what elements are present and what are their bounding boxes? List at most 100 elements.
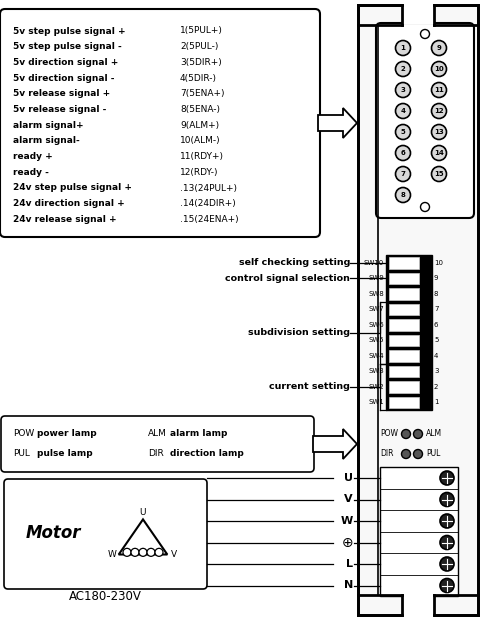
Text: ⊕: ⊕ [342, 535, 353, 550]
Text: U: U [140, 508, 146, 517]
Text: 10: 10 [434, 66, 444, 72]
Text: pulse lamp: pulse lamp [37, 449, 93, 457]
Text: DIR: DIR [380, 449, 394, 459]
Circle shape [396, 125, 410, 140]
Circle shape [420, 203, 430, 212]
Circle shape [147, 548, 155, 557]
Text: 6: 6 [400, 150, 405, 156]
Circle shape [396, 145, 410, 160]
Text: 2: 2 [434, 384, 439, 390]
Bar [389, 257, 419, 268]
Text: SW9: SW9 [368, 275, 384, 281]
Text: 9(ALM+): 9(ALM+) [180, 120, 219, 130]
Text: AC180-230V: AC180-230V [69, 590, 142, 603]
Text: POW: POW [13, 429, 34, 437]
Text: 11(RDY+): 11(RDY+) [180, 152, 224, 161]
Circle shape [131, 548, 139, 557]
Circle shape [440, 557, 454, 571]
Bar [386, 255, 432, 410]
Circle shape [401, 429, 410, 439]
Text: 4: 4 [434, 353, 439, 359]
Text: 5v direction signal -: 5v direction signal - [13, 74, 114, 82]
Text: subdivision setting: subdivision setting [248, 328, 350, 337]
Circle shape [440, 535, 454, 550]
Text: 24v step pulse signal +: 24v step pulse signal + [13, 183, 132, 192]
Polygon shape [119, 519, 167, 555]
Bar [402, 595, 434, 618]
Text: 24v release signal +: 24v release signal + [13, 215, 117, 224]
Text: alarm signal-: alarm signal- [13, 137, 80, 145]
Text: 5v direction signal +: 5v direction signal + [13, 58, 118, 67]
Text: SW8: SW8 [368, 291, 384, 297]
Text: 10: 10 [434, 260, 443, 266]
Text: SW5: SW5 [368, 337, 384, 343]
Circle shape [432, 167, 446, 182]
Text: .14(24DIR+): .14(24DIR+) [180, 199, 236, 208]
Circle shape [401, 449, 410, 459]
Text: 5: 5 [400, 129, 405, 135]
Text: POW: POW [380, 429, 398, 439]
Bar [389, 350, 419, 361]
Text: V: V [345, 494, 353, 504]
Text: 6: 6 [434, 322, 439, 328]
FancyBboxPatch shape [4, 479, 207, 589]
Text: 5: 5 [434, 337, 439, 343]
Circle shape [396, 187, 410, 203]
Text: 4(5DIR-): 4(5DIR-) [180, 74, 217, 82]
Text: 14: 14 [434, 150, 444, 156]
Text: alarm signal+: alarm signal+ [13, 120, 84, 130]
Text: 12(RDY-): 12(RDY-) [180, 168, 218, 177]
Circle shape [432, 41, 446, 56]
Bar [380, 467, 458, 597]
Text: SW10: SW10 [364, 260, 384, 266]
Text: current setting: current setting [269, 383, 350, 391]
Text: 1: 1 [434, 399, 439, 405]
Text: .15(24ENA+): .15(24ENA+) [180, 215, 239, 224]
Text: 5v step pulse signal +: 5v step pulse signal + [13, 26, 126, 36]
FancyBboxPatch shape [376, 23, 474, 218]
Text: 15: 15 [434, 171, 444, 177]
Text: SW4: SW4 [368, 353, 384, 359]
Bar [389, 288, 419, 300]
Circle shape [123, 548, 131, 557]
Text: U: U [344, 473, 353, 483]
Circle shape [413, 449, 423, 459]
Text: 7: 7 [400, 171, 405, 177]
Text: .13(24PUL+): .13(24PUL+) [180, 183, 237, 192]
Text: N: N [344, 580, 353, 590]
Circle shape [420, 29, 430, 39]
Text: 3(5DIR+): 3(5DIR+) [180, 58, 222, 67]
Text: 5v release signal +: 5v release signal + [13, 89, 110, 99]
Text: 7: 7 [434, 306, 439, 312]
Circle shape [139, 548, 147, 557]
Circle shape [440, 492, 454, 507]
Circle shape [432, 145, 446, 160]
Text: 5v release signal -: 5v release signal - [13, 105, 106, 114]
Text: 4: 4 [400, 108, 405, 114]
Polygon shape [313, 429, 357, 459]
Text: SW1: SW1 [368, 399, 384, 405]
Text: SW2: SW2 [368, 384, 384, 390]
Text: 12: 12 [434, 108, 444, 114]
Text: PUL: PUL [426, 449, 441, 459]
Text: direction lamp: direction lamp [170, 449, 244, 457]
Circle shape [396, 82, 410, 97]
Text: L: L [346, 559, 353, 569]
Text: DIR: DIR [148, 449, 164, 457]
FancyBboxPatch shape [1, 416, 314, 472]
Text: 9: 9 [434, 275, 439, 281]
Text: 2: 2 [400, 66, 405, 72]
Circle shape [396, 41, 410, 56]
Text: power lamp: power lamp [37, 429, 97, 437]
Text: self checking setting: self checking setting [239, 258, 350, 267]
Text: PUL: PUL [13, 449, 30, 457]
Text: ALM: ALM [426, 429, 442, 439]
Text: 11: 11 [434, 87, 444, 93]
Text: ready -: ready - [13, 168, 49, 177]
Bar [389, 273, 419, 284]
Text: 7(5ENA+): 7(5ENA+) [180, 89, 225, 99]
Polygon shape [318, 108, 357, 138]
Circle shape [155, 548, 163, 557]
Text: W: W [341, 516, 353, 526]
Text: 1: 1 [400, 45, 405, 51]
